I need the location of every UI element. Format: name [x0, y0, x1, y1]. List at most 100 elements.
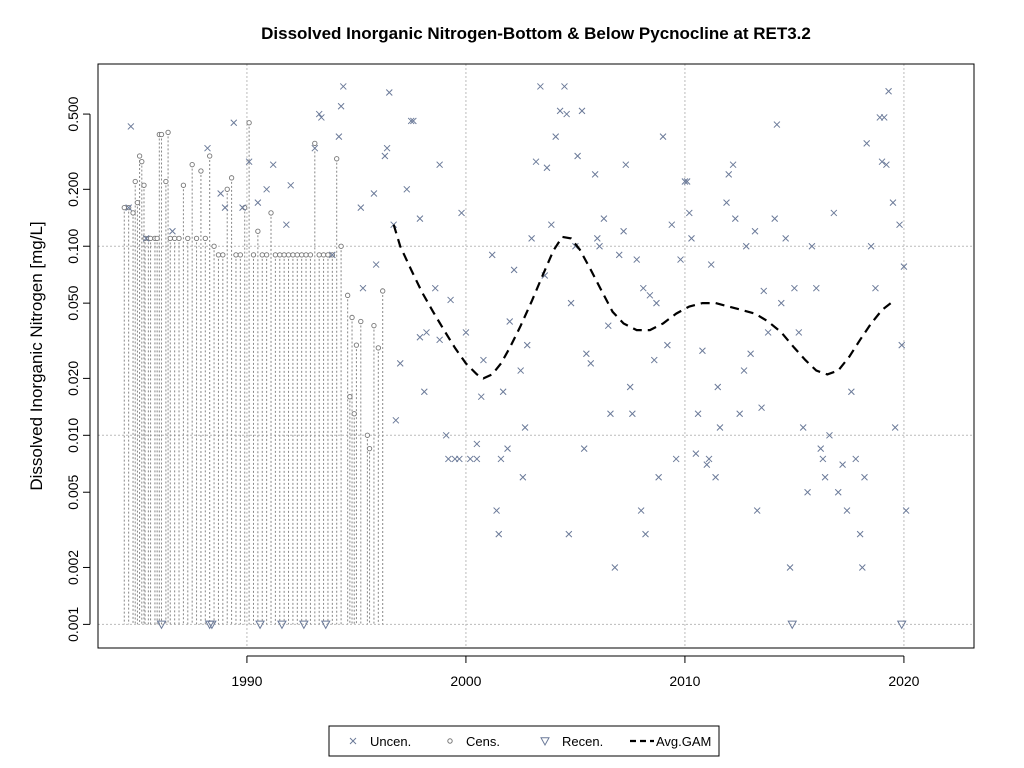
- x-marker-stroke: [556, 107, 564, 115]
- x-marker-stroke: [867, 242, 875, 250]
- uncensored-point: [574, 152, 581, 160]
- censored-point: [345, 292, 351, 298]
- censored-point: [215, 252, 222, 258]
- x-marker-stroke: [506, 318, 514, 325]
- x-marker-stroke: [519, 473, 527, 481]
- uncensored-point: [335, 133, 343, 140]
- x-marker-stroke: [383, 144, 391, 152]
- recensored-point: [255, 620, 265, 630]
- uncensored-point: [510, 266, 518, 274]
- censored-point: [303, 252, 309, 258]
- censored-point: [259, 252, 265, 258]
- censored-point: [163, 178, 169, 185]
- x-marker-stroke: [880, 114, 888, 121]
- x-marker-stroke: [591, 170, 599, 178]
- x-marker-stroke: [883, 161, 890, 169]
- x-marker-stroke: [725, 170, 733, 178]
- x-marker-stroke: [819, 455, 827, 463]
- x-marker-stroke: [863, 140, 871, 147]
- x-marker-stroke: [403, 185, 411, 193]
- uncensored-point: [650, 356, 658, 364]
- legend-item: Recen.: [540, 734, 603, 749]
- x-marker-stroke: [712, 473, 719, 481]
- x-marker-stroke: [622, 161, 630, 169]
- x-marker-stroke: [442, 431, 450, 439]
- x-marker-stroke: [692, 450, 700, 457]
- censored-point: [198, 168, 204, 174]
- x-marker-stroke: [532, 158, 540, 166]
- x-marker-stroke: [878, 158, 886, 166]
- x-marker-stroke: [848, 388, 855, 396]
- censored-series-layer: [121, 120, 386, 625]
- censored-point: [307, 252, 314, 258]
- x-marker-stroke: [817, 445, 825, 453]
- x-marker-stroke: [639, 284, 647, 292]
- x-marker-stroke: [677, 256, 684, 263]
- x-marker-stroke: [537, 83, 544, 90]
- censored-point: [165, 129, 171, 136]
- x-marker-stroke: [626, 383, 634, 391]
- legend-label: Cens.: [466, 734, 500, 749]
- uncensored-point: [543, 164, 551, 172]
- uncensored-point: [504, 445, 511, 453]
- uncensored-point: [473, 440, 481, 448]
- uncensored-point: [495, 530, 503, 538]
- x-marker-stroke: [900, 263, 908, 270]
- x-marker-stroke: [716, 424, 724, 431]
- x-marker-stroke: [714, 383, 722, 391]
- censored-point: [358, 318, 364, 325]
- uncensored-point: [872, 284, 879, 292]
- uncensored-point: [556, 107, 564, 115]
- x-marker-stroke: [315, 110, 323, 118]
- x-marker-stroke: [583, 350, 590, 358]
- uncensored-point: [664, 341, 671, 349]
- grid-layer: [98, 64, 974, 648]
- x-marker-stroke: [447, 296, 454, 304]
- uncensored-point: [891, 424, 899, 431]
- uncensored-point: [339, 83, 347, 90]
- uncensored-point: [753, 507, 761, 514]
- censored-point: [290, 252, 296, 258]
- censored-point: [366, 445, 373, 452]
- x-marker-stroke: [889, 199, 897, 207]
- x-marker-stroke: [764, 329, 772, 336]
- x-marker-stroke: [263, 185, 270, 193]
- legend-marker-uncen: [349, 737, 357, 745]
- uncensored-point: [383, 144, 391, 152]
- uncensored-point: [416, 215, 424, 222]
- uncensored-point: [812, 284, 820, 292]
- censored-point: [334, 156, 340, 162]
- uncensored-point: [771, 215, 779, 222]
- x-marker-stroke: [493, 507, 500, 514]
- x-marker-stroke: [896, 221, 903, 229]
- uncensored-point: [521, 424, 529, 431]
- uncensored-point: [328, 251, 336, 259]
- uncensored-point: [740, 367, 748, 374]
- uncensored-point: [716, 424, 724, 431]
- censored-point: [132, 178, 138, 185]
- y-tick-label: 0.001: [65, 607, 81, 642]
- uncensored-point: [758, 404, 765, 412]
- x-marker-stroke: [328, 251, 336, 259]
- uncensored-point: [436, 336, 443, 344]
- gam-line: [392, 224, 892, 380]
- uncensored-point: [819, 455, 827, 463]
- uncensored-point: [287, 181, 295, 189]
- censored-point: [228, 175, 235, 181]
- uncensored-point: [532, 158, 540, 166]
- x-marker-stroke: [685, 209, 693, 217]
- x-marker-stroke: [381, 152, 389, 160]
- x-marker-stroke: [620, 227, 627, 235]
- uncensored-point: [685, 209, 693, 217]
- uncensored-point: [703, 461, 711, 468]
- legend-item: Uncen.: [349, 734, 411, 749]
- x-marker-stroke: [528, 235, 535, 242]
- gam-line-layer: [392, 224, 892, 380]
- uncensored-point: [902, 507, 910, 514]
- x-marker-stroke: [885, 87, 892, 95]
- x-marker-stroke: [731, 215, 739, 222]
- x-marker-stroke: [659, 133, 667, 140]
- x-marker-stroke: [282, 221, 290, 229]
- uncensored-point: [622, 161, 630, 169]
